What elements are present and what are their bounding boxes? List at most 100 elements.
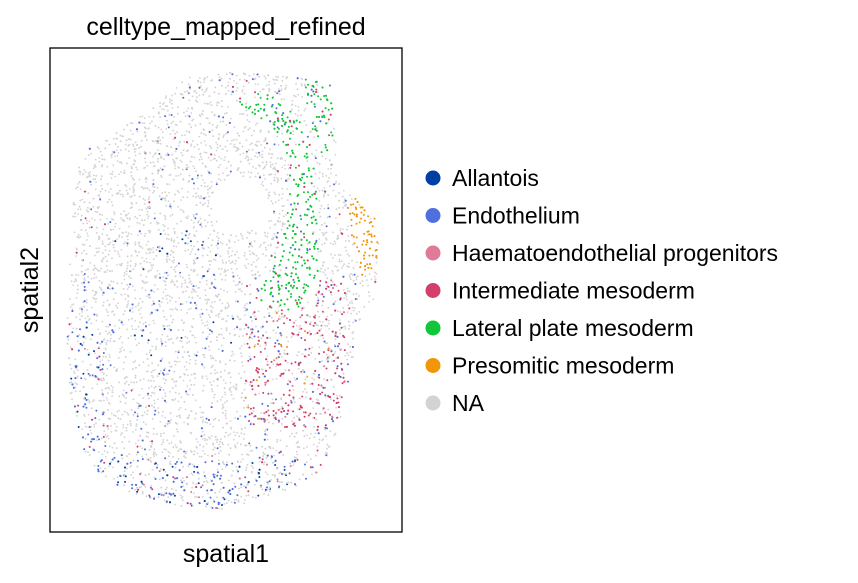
scatter-point [201,88,204,91]
scatter-point [171,260,174,262]
scatter-point [80,377,83,380]
scatter-point [126,328,128,331]
scatter-point [344,328,347,330]
scatter-point [130,389,133,392]
scatter-point [274,476,276,478]
scatter-point [106,311,109,313]
scatter-point [334,254,336,257]
scatter-point [176,430,179,433]
scatter-point [215,183,218,186]
scatter-point [208,349,211,351]
scatter-point [363,306,366,308]
scatter-point [169,101,171,104]
scatter-point [280,355,283,358]
scatter-point [273,82,276,85]
scatter-point [131,133,134,136]
scatter-point [337,289,340,292]
scatter-point [334,300,337,303]
scatter-point [143,219,146,222]
scatter-point [168,183,171,186]
scatter-point [199,81,202,84]
scatter-point [203,247,206,250]
scatter-point [148,296,151,299]
scatter-point [162,410,164,413]
scatter-point [188,277,191,280]
scatter-point [196,174,199,177]
scatter-point [164,457,167,460]
scatter-point [102,228,105,231]
scatter-point [324,426,327,429]
scatter-point [88,352,91,355]
scatter-point [287,379,290,382]
scatter-point [263,463,265,466]
scatter-point [258,151,260,154]
scatter-point [106,299,109,302]
scatter-point [192,221,195,224]
scatter-point [203,102,206,105]
scatter-point [145,181,148,183]
scatter-point [313,185,315,188]
scatter-point [239,142,241,145]
scatter-point [264,383,267,386]
scatter-point [128,157,131,159]
scatter-point [331,360,333,363]
scatter-point [119,433,122,436]
scatter-point [115,132,118,135]
scatter-point [96,341,99,344]
scatter-point [140,472,143,474]
scatter-point [297,183,300,186]
scatter-point [272,447,275,449]
scatter-point [213,393,216,396]
scatter-point [175,245,178,248]
scatter-point [179,440,182,443]
scatter-point [237,283,239,286]
scatter-point [163,279,165,282]
scatter-point [174,92,177,95]
scatter-point [307,454,310,456]
scatter-point [343,263,345,266]
scatter-point [81,428,84,430]
scatter-point [100,377,102,380]
scatter-point [97,269,99,272]
scatter-point [276,92,279,95]
scatter-point [106,435,109,437]
scatter-point [299,301,302,304]
scatter-point [322,295,325,298]
scatter-point [237,461,239,464]
scatter-point [73,372,76,375]
scatter-point [182,211,185,214]
scatter-point [173,200,175,203]
scatter-point [280,284,283,287]
scatter-point [117,152,120,154]
scatter-point [266,336,269,339]
scatter-point [250,328,252,331]
scatter-point [77,426,80,428]
scatter-point [186,422,189,425]
scatter-point [326,342,328,345]
scatter-point [190,472,193,475]
scatter-point [223,178,226,181]
scatter-point [297,94,300,96]
scatter-point [113,243,115,246]
scatter-point [94,300,97,303]
scatter-point [84,269,87,271]
scatter-point [335,394,338,397]
scatter-point [279,304,282,307]
scatter-point [198,148,200,151]
scatter-point [202,240,205,243]
scatter-point [111,150,114,153]
scatter-point [192,473,194,476]
scatter-point [206,270,209,273]
scatter-point [262,253,264,256]
scatter-point [141,414,144,417]
scatter-point [153,476,156,479]
scatter-point [240,355,243,357]
scatter-point [152,319,155,322]
scatter-point [223,289,225,292]
scatter-point [171,387,174,389]
scatter-point [285,317,288,320]
scatter-point [265,188,268,191]
scatter-point [243,433,246,436]
scatter-point [219,474,222,477]
scatter-point [199,153,201,156]
